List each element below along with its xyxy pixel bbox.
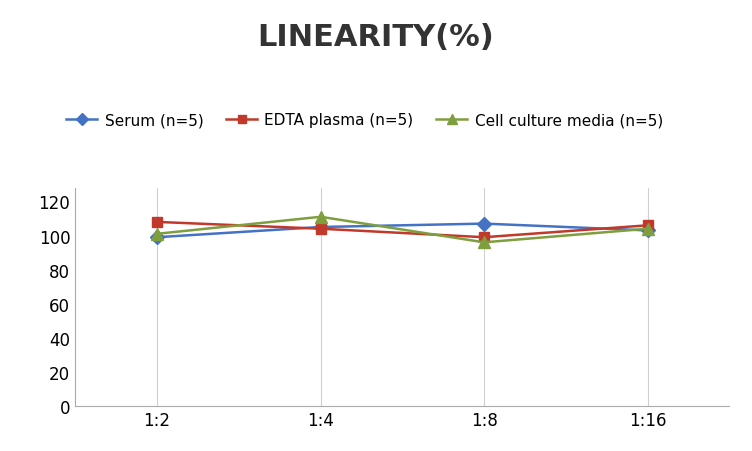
Cell culture media (n=5)	[153, 231, 162, 237]
Serum (n=5)	[153, 235, 162, 240]
EDTA plasma (n=5)	[316, 226, 325, 232]
Cell culture media (n=5)	[643, 226, 652, 232]
Serum (n=5)	[643, 228, 652, 234]
Serum (n=5)	[316, 225, 325, 230]
Legend: Serum (n=5), EDTA plasma (n=5), Cell culture media (n=5): Serum (n=5), EDTA plasma (n=5), Cell cul…	[60, 107, 669, 134]
EDTA plasma (n=5)	[480, 235, 489, 240]
EDTA plasma (n=5)	[643, 223, 652, 229]
Line: Serum (n=5): Serum (n=5)	[152, 219, 653, 243]
EDTA plasma (n=5)	[153, 220, 162, 225]
Line: EDTA plasma (n=5): EDTA plasma (n=5)	[152, 217, 653, 243]
Text: LINEARITY(%): LINEARITY(%)	[258, 23, 494, 51]
Cell culture media (n=5)	[480, 240, 489, 245]
Cell culture media (n=5)	[316, 215, 325, 220]
Serum (n=5)	[480, 221, 489, 227]
Line: Cell culture media (n=5): Cell culture media (n=5)	[151, 212, 653, 249]
